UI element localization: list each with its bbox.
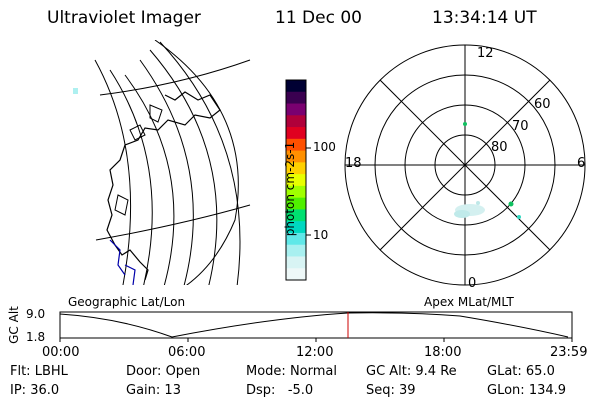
colorbar-segment [286, 244, 306, 258]
info-ip: IP: 36.0 [10, 383, 60, 398]
altitude-y-tick-9: 9.0 [26, 307, 46, 321]
colorbar-unit-label: photon cm-2s-1 [283, 141, 297, 237]
lat-label-80: 80 [491, 140, 508, 155]
colorbar-segment [286, 162, 306, 175]
colorbar-segment [286, 174, 306, 187]
colorbar-frame [285, 79, 307, 281]
colorbar [286, 80, 306, 281]
altitude-x-ticks [59, 338, 573, 342]
colorbar-tick-label-100: 100 [313, 140, 336, 154]
mlt-label-18: 18 [345, 156, 362, 171]
info-glon: GLon: 134.9 [487, 383, 567, 398]
info-flt: Flt: LBHL [10, 364, 68, 379]
colorbar-segment [286, 185, 306, 199]
lat-label-60: 60 [534, 97, 551, 112]
altitude-x-tick-0600: 06:00 [168, 345, 206, 360]
lat-label-70: 70 [512, 119, 529, 134]
colorbar-segment [286, 80, 306, 93]
altitude-x-tick-1200: 12:00 [296, 345, 334, 360]
colorbar-segment [286, 138, 306, 152]
info-glat: GLat: 65.0 [487, 364, 555, 379]
time-label: 13:34:14 UT [432, 8, 537, 28]
info-dsp: Dsp: -5.0 [246, 383, 314, 398]
colorbar-segment [286, 197, 306, 211]
colorbar-segment [286, 221, 306, 234]
mlt-label-0: 0 [468, 276, 477, 291]
instrument-title: Ultraviolet Imager [47, 8, 201, 28]
colorbar-segment [286, 91, 306, 105]
mlt-label-6: 6 [577, 156, 586, 171]
altitude-curve [59, 312, 569, 338]
info-mode: Mode: Normal [246, 364, 337, 379]
colorbar-segment [286, 150, 306, 163]
geographic-map [94, 40, 251, 285]
colorbar-segment [286, 103, 306, 116]
colorbar-segment [286, 127, 306, 140]
colorbar-segment [286, 115, 306, 128]
geo-emission-speck [73, 88, 78, 94]
colorbar-segment [286, 209, 306, 222]
colorbar-segment [286, 256, 306, 269]
date-label: 11 Dec 00 [275, 8, 362, 28]
altitude-y-tick-1-8: 1.8 [26, 330, 46, 344]
mlt-label-12: 12 [477, 46, 494, 61]
info-seq: Seq: 39 [366, 383, 416, 398]
apex-panel-label: Apex MLat/MLT [424, 295, 514, 309]
info-gc-alt: GC Alt: 9.4 Re [366, 364, 457, 379]
info-gain: Gain: 13 [126, 383, 181, 398]
altitude-x-tick-2359: 23:59 [550, 345, 588, 360]
altitude-x-tick-1800: 18:00 [424, 345, 462, 360]
colorbar-segment [286, 232, 306, 246]
geographic-panel-label: Geographic Lat/Lon [68, 295, 186, 309]
auroral-emission [454, 122, 521, 219]
colorbar-segment [286, 268, 306, 281]
polar-grid [344, 44, 586, 286]
colorbar-tick-label-10: 10 [313, 228, 329, 242]
info-door: Door: Open [126, 364, 201, 379]
altitude-x-tick-0000: 00:00 [42, 345, 80, 360]
altitude-axis-label: GC Alt [7, 306, 21, 344]
